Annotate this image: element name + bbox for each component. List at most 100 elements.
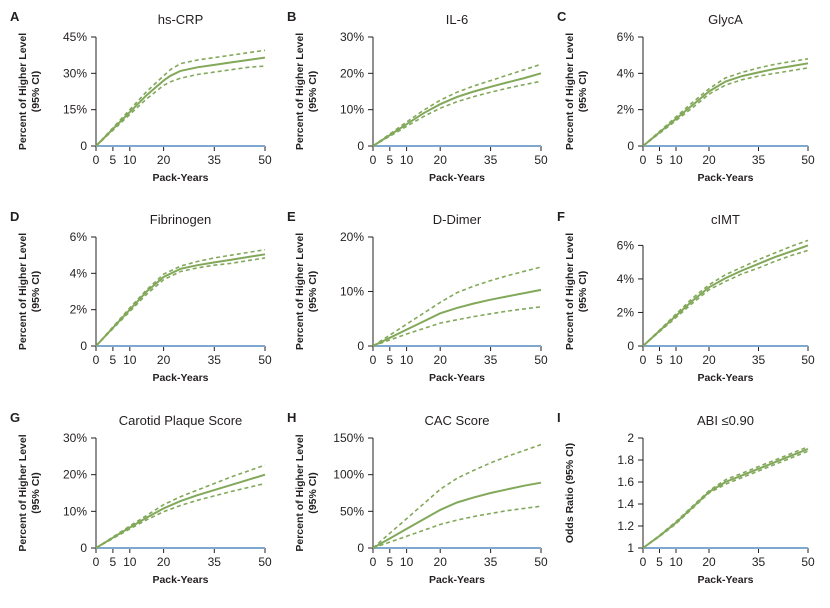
x-axis-label: Pack-Years — [429, 574, 485, 586]
x-axis-label: Pack-Years — [697, 574, 753, 586]
y-axis-label: Percent of Higher Level(95% CI) — [294, 233, 319, 350]
x-tick-label: 50 — [801, 555, 815, 569]
x-tick-label: 5 — [110, 353, 117, 367]
panel-title: IL-6 — [446, 12, 468, 27]
panel-title: Fibrinogen — [150, 212, 211, 227]
upper-ci-line — [372, 443, 542, 549]
upper-ci-line — [95, 464, 266, 549]
y-tick-label: 1.4 — [617, 497, 634, 511]
lower-ci-line — [95, 257, 266, 347]
y-axis-label-line1: Percent of Higher Level — [17, 434, 29, 551]
y-tick-label: 45% — [63, 30, 87, 44]
x-tick-label: 5 — [656, 153, 663, 167]
y-tick-label: 20% — [340, 66, 364, 80]
estimate-line — [95, 56, 266, 147]
y-tick-label: 1.8 — [617, 453, 634, 467]
x-tick-label: 5 — [656, 555, 663, 569]
x-tick-label: 0 — [370, 353, 377, 367]
x-tick-label: 50 — [801, 153, 815, 167]
y-axis-label: Percent of Higher Level(95% CI) — [17, 233, 42, 350]
lower-ci-line — [642, 450, 809, 549]
x-tick-label: 35 — [484, 555, 498, 569]
y-tick-label: 0 — [80, 139, 87, 153]
x-tick-label: 35 — [752, 353, 766, 367]
lower-ci-line — [372, 505, 542, 549]
x-axis-label: Pack-Years — [697, 172, 753, 184]
x-tick-label: 0 — [93, 555, 100, 569]
y-axis-label: Percent of Higher Level(95% CI) — [294, 434, 319, 551]
y-axis-label-line2: (95% CI) — [30, 71, 42, 112]
panel-letter: A — [10, 9, 20, 24]
y-tick-label: 4% — [617, 272, 635, 286]
panel-letter: H — [287, 410, 296, 425]
y-tick-label: 30% — [63, 66, 87, 80]
y-axis-label-line2: (95% CI) — [307, 71, 319, 112]
x-tick-label: 10 — [123, 555, 137, 569]
x-tick-label: 35 — [208, 353, 222, 367]
x-tick-label: 10 — [400, 353, 414, 367]
y-tick-label: 0 — [627, 339, 634, 353]
estimate-line — [372, 481, 542, 549]
x-tick-label: 20 — [157, 555, 171, 569]
estimate-line — [372, 288, 542, 347]
y-tick-label: 15% — [63, 103, 87, 117]
x-tick-label: 0 — [93, 153, 100, 167]
panel-letter: F — [557, 209, 565, 224]
x-axis-label: Pack-Years — [152, 574, 208, 586]
panel-letter: I — [557, 410, 561, 425]
x-tick-label: 20 — [157, 153, 171, 167]
y-tick-label: 50% — [340, 504, 364, 518]
y-axis-label-line1: Percent of Higher Level — [564, 33, 576, 150]
y-axis-label-line1: Percent of Higher Level — [294, 434, 306, 551]
x-tick-label: 20 — [702, 153, 716, 167]
y-axis-label: Percent of Higher Level(95% CI) — [564, 33, 589, 150]
y-axis-label-line1: Percent of Higher Level — [564, 233, 576, 350]
x-tick-label: 20 — [434, 153, 448, 167]
y-tick-label: 0 — [357, 339, 364, 353]
lower-ci-line — [95, 65, 266, 147]
y-tick-label: 0 — [80, 541, 87, 555]
x-tick-label: 10 — [123, 153, 137, 167]
y-axis-label-line2: (95% CI) — [307, 271, 319, 312]
y-tick-label: 30% — [340, 30, 364, 44]
x-axis-label: Pack-Years — [152, 172, 208, 184]
y-tick-label: 0 — [357, 139, 364, 153]
y-tick-label: 0 — [627, 139, 634, 153]
y-tick-label: 2% — [70, 303, 88, 317]
y-tick-label: 2 — [627, 431, 634, 445]
panel-title: GlycA — [708, 12, 743, 27]
panel-title: D-Dimer — [433, 212, 482, 227]
panel-letter: B — [287, 9, 296, 24]
x-tick-label: 0 — [370, 555, 377, 569]
y-axis-label-line1: Percent of Higher Level — [294, 33, 306, 150]
x-tick-label: 5 — [110, 153, 117, 167]
x-axis-label: Pack-Years — [429, 172, 485, 184]
y-tick-label: 0 — [80, 339, 87, 353]
lower-ci-line — [642, 249, 809, 347]
x-tick-label: 0 — [640, 153, 647, 167]
upper-ci-line — [95, 49, 266, 147]
x-tick-label: 20 — [434, 353, 448, 367]
upper-ci-line — [642, 239, 809, 347]
x-tick-label: 35 — [208, 153, 222, 167]
x-tick-label: 10 — [669, 353, 683, 367]
estimate-line — [95, 253, 266, 347]
estimate-line — [642, 62, 809, 147]
panel-letter: G — [10, 410, 20, 425]
panel-letter: E — [287, 209, 296, 224]
upper-ci-line — [642, 58, 809, 147]
x-tick-label: 20 — [157, 353, 171, 367]
x-tick-label: 10 — [400, 555, 414, 569]
x-axis-label: Pack-Years — [429, 372, 485, 384]
y-axis-label-line2: (95% CI) — [30, 271, 42, 312]
x-tick-label: 35 — [752, 153, 766, 167]
y-axis-label-line1: Percent of Higher Level — [294, 233, 306, 350]
x-tick-label: 50 — [801, 353, 815, 367]
y-tick-label: 6% — [70, 230, 88, 244]
y-axis-label: Percent of Higher Level(95% CI) — [17, 33, 42, 150]
estimate-line — [372, 72, 542, 147]
